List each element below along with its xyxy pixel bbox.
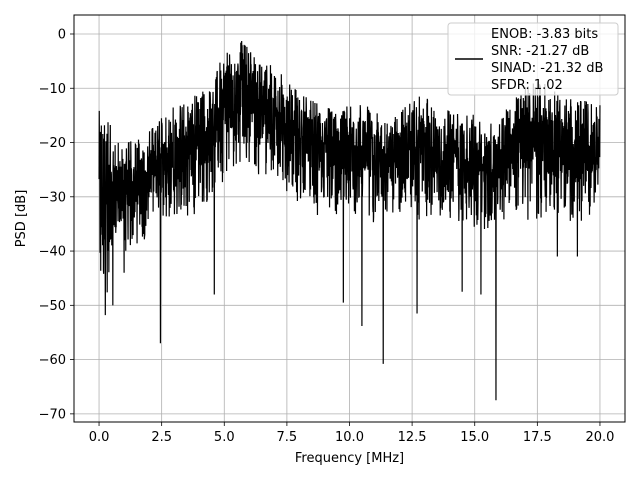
y-axis-label: PSD [dB] [14, 190, 29, 248]
x-tick-label: 7.5 [277, 430, 298, 445]
x-axis-label: Frequency [MHz] [295, 451, 404, 466]
x-tick-label: 10.0 [335, 430, 364, 445]
y-tick-label: −20 [39, 136, 66, 151]
legend-box [447, 22, 619, 96]
x-tick-label: 15.0 [460, 430, 489, 445]
x-tick-label: 2.5 [151, 430, 172, 445]
y-tick-label: 0 [58, 27, 66, 42]
x-tick-label: 20.0 [585, 430, 614, 445]
x-tick-label: 12.5 [398, 430, 427, 445]
legend-entry-sfdr: SFDR: 1.02 [491, 78, 563, 93]
legend-entry-enob: ENOB: -3.83 bits [491, 27, 598, 42]
y-tick-label: −50 [39, 299, 66, 314]
legend-entry-sinad: SINAD: -21.32 dB [491, 61, 603, 76]
legend-entry-snr: SNR: -21.27 dB [491, 44, 589, 59]
y-tick-label: −30 [39, 190, 66, 205]
y-tick-label: −70 [39, 407, 66, 422]
psd-series-line [98, 40, 601, 401]
legend: ENOB: -3.83 bits SNR: -21.27 dB SINAD: -… [447, 22, 619, 96]
x-tick-label: 0.0 [89, 430, 110, 445]
x-tick-label: 5.0 [214, 430, 235, 445]
data-layer [98, 40, 601, 401]
y-tick-label: −40 [39, 245, 66, 260]
ticks: 0.0 2.5 5.0 7.5 10.0 12.5 15.0 17.5 20.0 0 −10 −20 −… [39, 27, 615, 445]
y-tick-label: −60 [39, 353, 66, 368]
y-tick-label: −10 [39, 82, 66, 97]
x-tick-label: 17.5 [523, 430, 552, 445]
